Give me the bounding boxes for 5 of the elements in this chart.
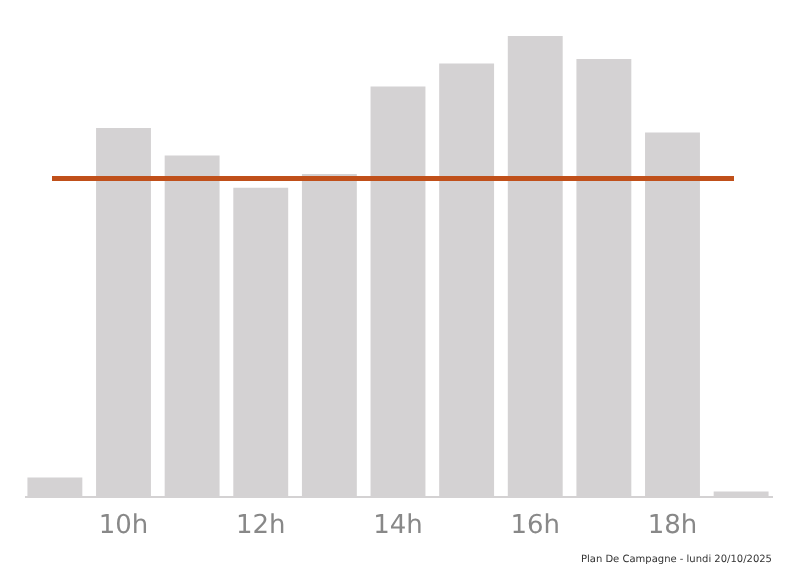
x-tick-label: 16h — [510, 511, 561, 541]
x-tick-label: 14h — [373, 511, 423, 541]
x-tick-label: 10h — [98, 511, 149, 541]
x-tick-label: 18h — [647, 511, 698, 541]
x-tick-label: 12h — [235, 511, 286, 541]
